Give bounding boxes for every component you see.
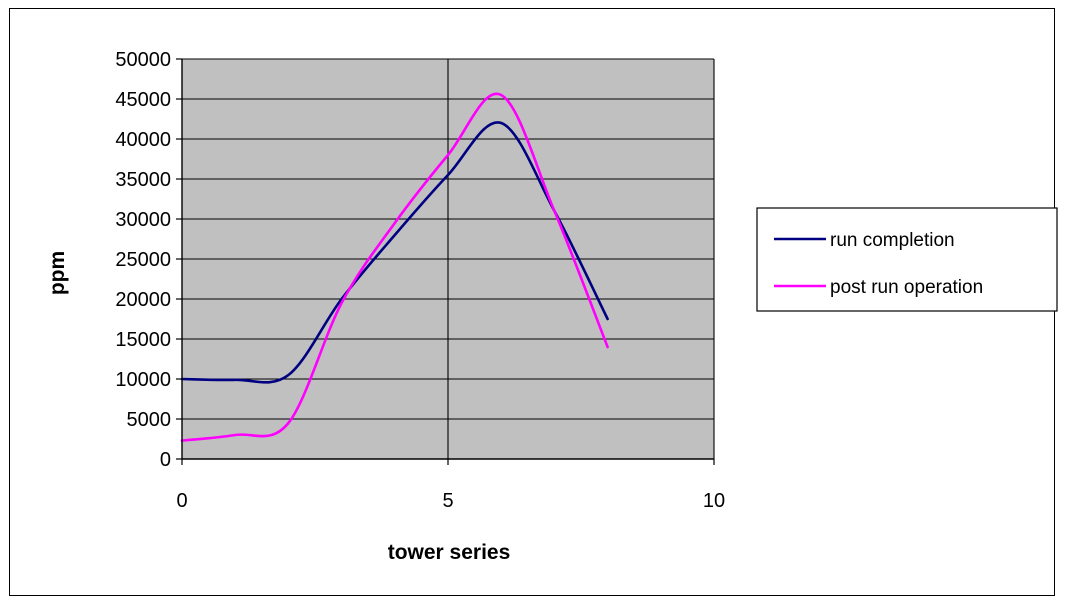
x-tick-labels: 0 5 10 <box>176 490 725 512</box>
y-tick-label: 50000 <box>115 49 171 71</box>
y-tick-label: 30000 <box>115 209 171 231</box>
y-tick-label: 15000 <box>115 329 171 351</box>
series-lines <box>180 92 609 442</box>
y-tick-label: 10000 <box>115 369 171 391</box>
legend-box <box>756 207 1058 312</box>
y-tick-labels: 0 5000 10000 15000 20000 25000 30000 35000 40000… <box>115 49 171 471</box>
y-tick-label: 0 <box>160 449 171 471</box>
x-tick-label: 10 <box>703 490 725 512</box>
legend-label-post-run-operation: post run operation <box>830 277 983 298</box>
x-axis-title: tower series <box>388 541 511 564</box>
y-tick-label: 35000 <box>115 169 171 191</box>
y-axis-title: ppm <box>46 251 69 295</box>
x-tick-label: 0 <box>176 490 187 512</box>
y-tick-label: 25000 <box>115 249 171 271</box>
y-tick-label: 20000 <box>115 289 171 311</box>
gridlines <box>182 58 715 459</box>
series-line-run-completion <box>180 121 609 384</box>
legend: run completion post run operation <box>756 207 1058 312</box>
x-tick-label: 5 <box>442 490 453 512</box>
series-line-post-run-operation <box>180 92 609 442</box>
y-tick-label: 45000 <box>115 89 171 111</box>
y-tick-label: 40000 <box>115 129 171 151</box>
axes <box>176 58 715 465</box>
y-tick-label: 5000 <box>127 409 172 431</box>
legend-label-run-completion: run completion <box>830 230 955 251</box>
